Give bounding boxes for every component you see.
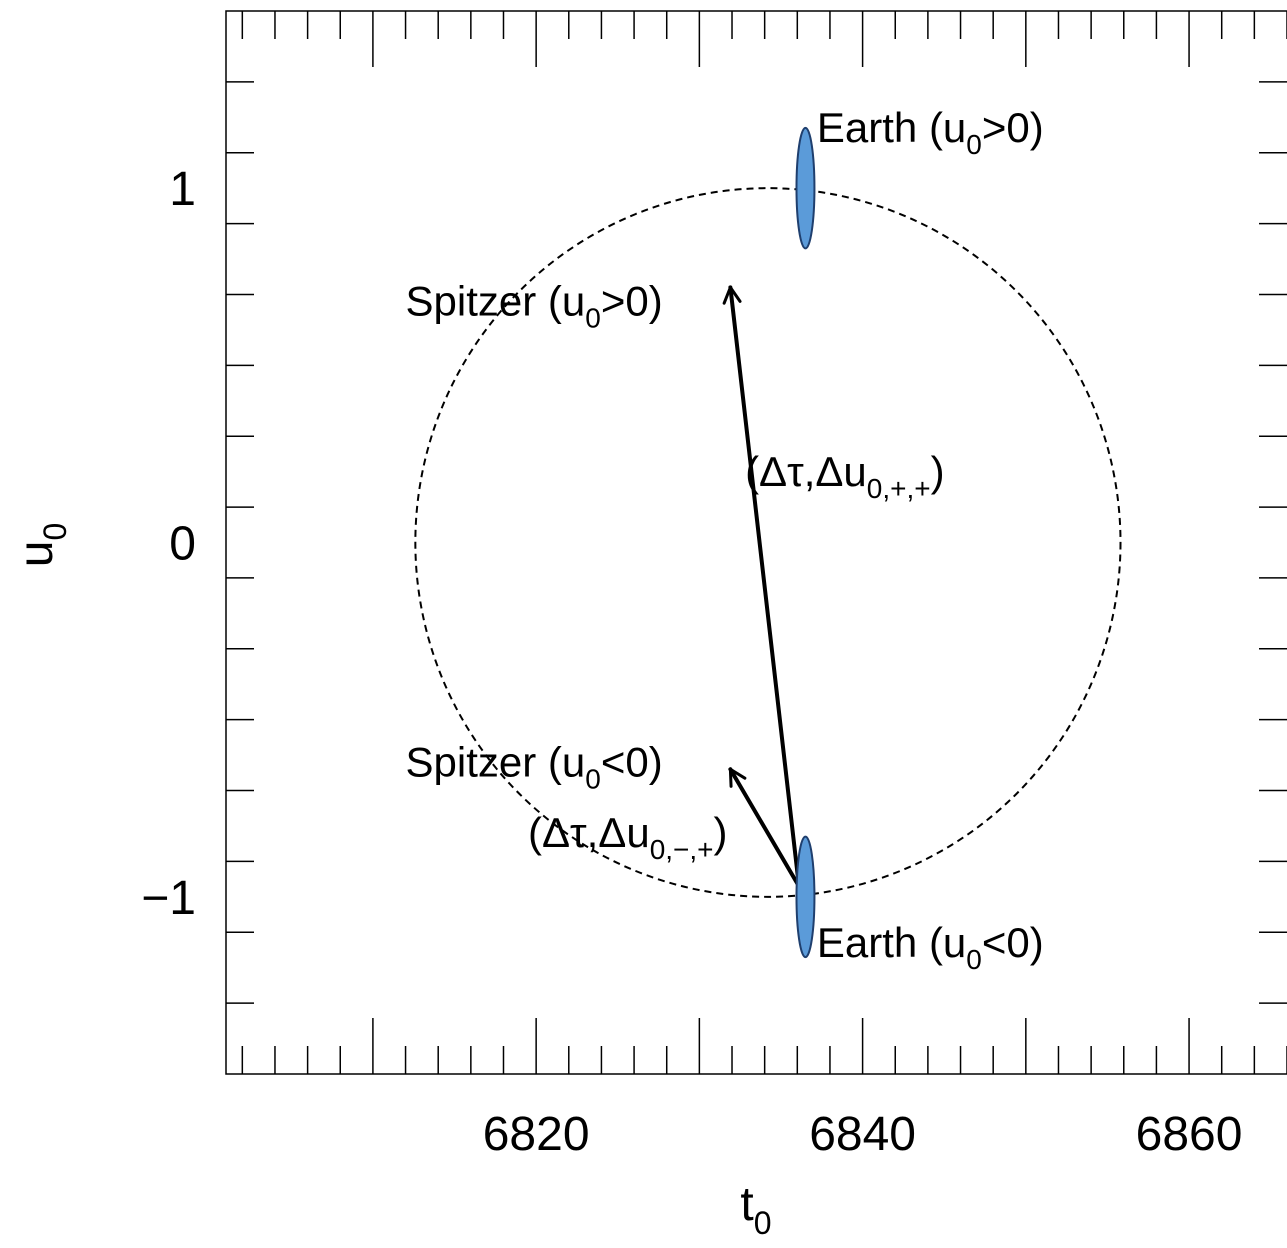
annotation-spitzer_pos: Spitzer (u0>0) [406,278,663,334]
data-marks [414,126,1122,959]
y-axis-label-sub: 0 [37,523,73,541]
annotation-delta_pp: (Δτ,Δu0,+,+) [745,448,945,504]
y-tick-label: 1 [169,163,196,216]
annotation-tail: <0) [982,919,1044,966]
annotation-spitzer_neg: Spitzer (u0<0) [406,738,663,794]
axis-ticks [226,11,1287,1074]
x-tick-label: 6860 [1136,1108,1243,1161]
x-axis-label: t0 [740,1178,771,1241]
tick-labels: 6820 6840 6860 1 0 −1 [141,163,1242,1161]
annotation-tail: >0) [601,278,663,325]
annotation-tail: ) [714,809,728,856]
annotation-sub: 0,+,+ [867,473,931,504]
displacement-arrow [728,767,801,889]
dashed-circle [414,187,1122,898]
axes-frame [225,10,1287,1075]
annotation-earth_neg: Earth (u0<0) [817,919,1044,975]
annotation-sub: 0,−,+ [650,834,714,865]
annotation-base: Earth (u [817,919,966,966]
x-axis-label-sub: 0 [754,1205,772,1241]
annotation-tail: ) [931,448,945,495]
annotation-sub: 0 [966,944,982,975]
earth-ellipse [795,126,816,250]
x-tick-label: 6840 [809,1108,916,1161]
annotation-tail: >0) [982,104,1044,151]
annotations: Earth (u0>0)Spitzer (u0>0)(Δτ,Δu0,+,+)Sp… [406,104,1044,975]
annotation-base: (Δτ,Δu [745,448,867,495]
annotation-sub: 0 [585,303,601,334]
y-axis-label: u0 [10,523,73,568]
y-tick-label: 0 [169,518,196,571]
annotation-sub: 0 [585,763,601,794]
y-tick-label: −1 [141,872,196,925]
annotation-sub: 0 [966,129,982,160]
x-axis-label-base: t [740,1178,753,1231]
annotation-tail: <0) [601,738,663,785]
annotation-base: Spitzer (u [406,738,586,785]
earth-ellipse [795,835,816,959]
plot-border [225,10,1287,1075]
displacement-arrow [722,285,801,889]
annotation-base: Earth (u [817,104,966,151]
annotation-delta_mp: (Δτ,Δu0,−,+) [528,809,728,865]
x-tick-label: 6820 [483,1108,590,1161]
annotation-base: (Δτ,Δu [528,809,650,856]
y-axis-label-base: u [10,541,63,568]
annotation-base: Spitzer (u [406,278,586,325]
annotation-earth_pos: Earth (u0>0) [817,104,1044,160]
